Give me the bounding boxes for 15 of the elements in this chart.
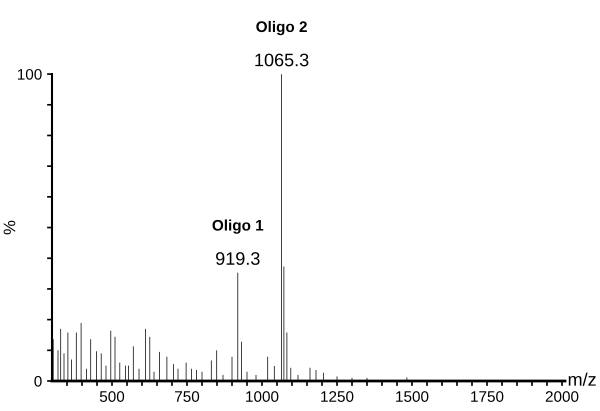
annotation: Oligo 1 [212, 219, 264, 234]
x-tick-label: 750 [175, 391, 200, 402]
x-axis-title: m/z [568, 372, 596, 386]
x-tick-label: 1500 [396, 391, 428, 402]
annotation: 919.3 [216, 252, 260, 265]
text: Oligo 2 [256, 20, 307, 36]
x-tick-label: 2000 [546, 391, 578, 402]
x-tick-label: 500 [100, 391, 124, 402]
y-tick-label: 100 [18, 68, 42, 80]
x-tick-label: 1250 [321, 391, 354, 402]
y-axis-title: % [4, 220, 16, 234]
x-tick-label: 1000 [246, 391, 278, 402]
x-tick-label: 1750 [471, 391, 504, 402]
annotation: 1065.3 [255, 54, 308, 66]
y-tick-label: 0 [34, 376, 42, 387]
